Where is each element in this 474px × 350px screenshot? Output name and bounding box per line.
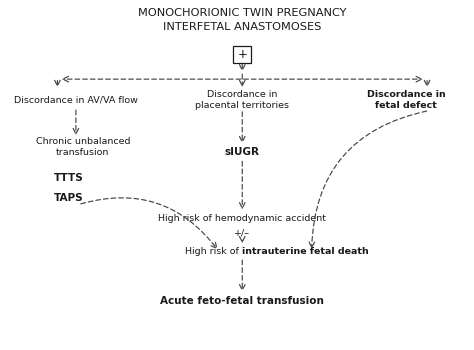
Text: Acute feto-fetal transfusion: Acute feto-fetal transfusion	[160, 295, 324, 306]
Text: +: +	[237, 48, 247, 61]
Text: Chronic unbalanced
transfusion: Chronic unbalanced transfusion	[36, 137, 130, 157]
Text: High risk of hemodynamic accident: High risk of hemodynamic accident	[158, 214, 326, 223]
Text: INTERFETAL ANASTOMOSES: INTERFETAL ANASTOMOSES	[163, 22, 321, 32]
Text: Discordance in
placental territories: Discordance in placental territories	[195, 90, 289, 110]
Text: Discordance in AV/VA flow: Discordance in AV/VA flow	[14, 96, 138, 105]
FancyBboxPatch shape	[233, 46, 251, 63]
Text: TTTS: TTTS	[54, 174, 84, 183]
Text: High risk of: High risk of	[185, 247, 242, 256]
Text: TAPS: TAPS	[54, 193, 84, 203]
Text: sIUGR: sIUGR	[225, 147, 260, 158]
Text: +/–: +/–	[234, 228, 250, 237]
Text: MONOCHORIONIC TWIN PREGNANCY: MONOCHORIONIC TWIN PREGNANCY	[138, 8, 346, 18]
Text: Discordance in
fetal defect: Discordance in fetal defect	[367, 90, 446, 110]
Text: intrauterine fetal death: intrauterine fetal death	[242, 247, 369, 256]
